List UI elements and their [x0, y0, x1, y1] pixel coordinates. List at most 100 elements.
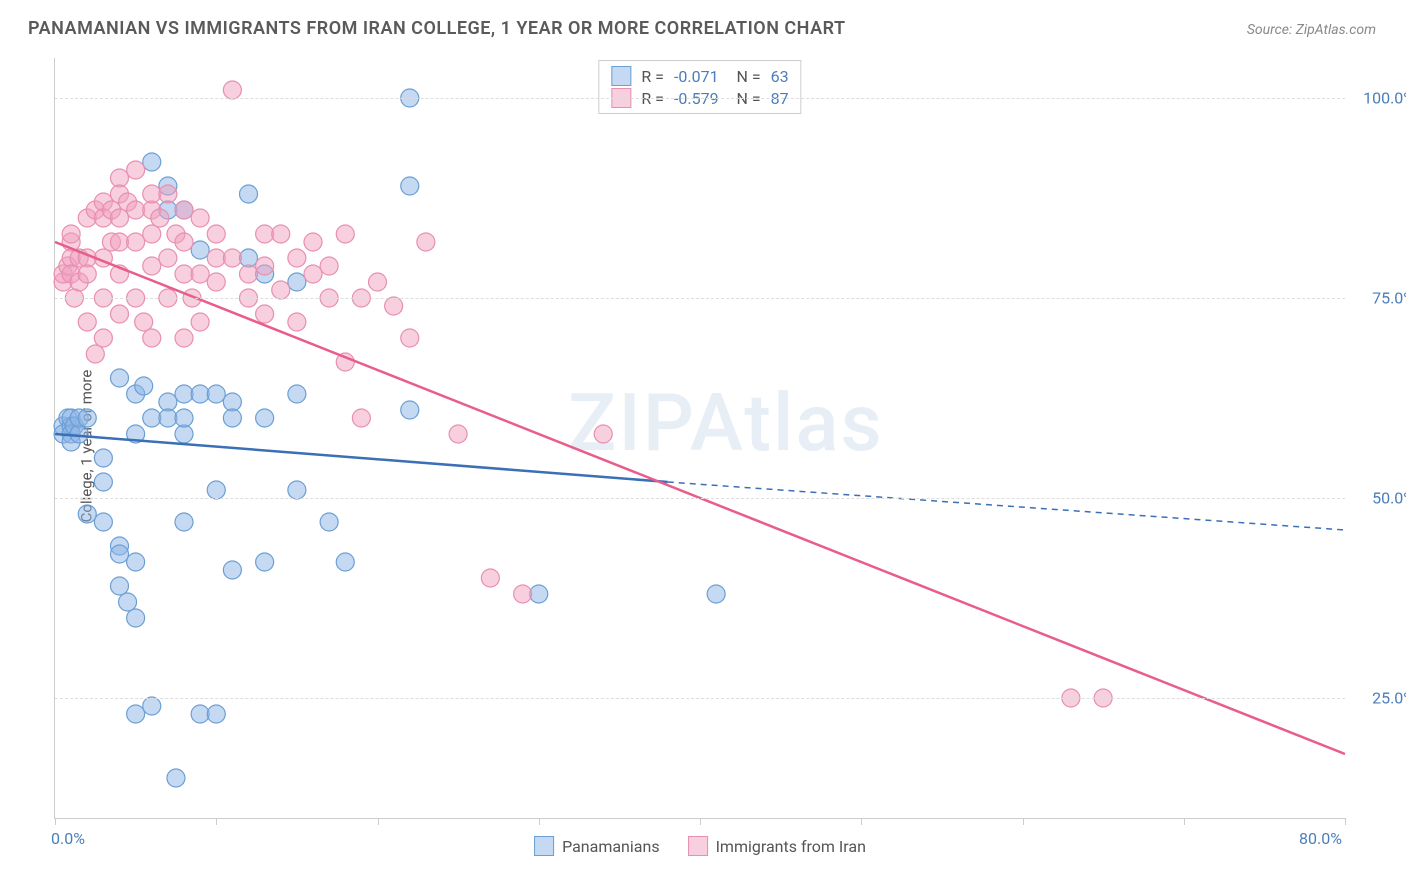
data-point: [78, 265, 96, 283]
legend-item-panamanians: Panamanians: [534, 836, 660, 856]
data-point: [288, 481, 306, 499]
data-point: [175, 513, 193, 531]
data-point: [127, 201, 145, 219]
data-point: [111, 305, 129, 323]
data-point: [256, 409, 274, 427]
data-point: [207, 705, 225, 723]
legend-square-b1: [534, 836, 554, 856]
data-point: [385, 297, 403, 315]
data-point: [352, 409, 370, 427]
data-point: [159, 249, 177, 267]
data-point: [135, 313, 153, 331]
data-point: [127, 233, 145, 251]
data-point: [159, 185, 177, 203]
data-point: [256, 553, 274, 571]
data-point: [111, 169, 129, 187]
data-point: [401, 401, 419, 419]
data-point: [514, 585, 532, 603]
data-point: [127, 705, 145, 723]
legend-n-label-1: N =: [729, 67, 761, 86]
data-point: [223, 409, 241, 427]
data-point: [288, 385, 306, 403]
legend-correlation: R = -0.071 N = 63 R = -0.579 N = 87: [598, 60, 801, 114]
data-point: [127, 609, 145, 627]
data-point: [223, 249, 241, 267]
x-tick-label: 80.0%: [1299, 829, 1342, 848]
data-point: [175, 329, 193, 347]
data-point: [481, 569, 499, 587]
data-point: [223, 393, 241, 411]
data-point: [94, 513, 112, 531]
data-point: [175, 425, 193, 443]
data-point: [707, 585, 725, 603]
data-point: [151, 209, 169, 227]
chart-container: PANAMANIAN VS IMMIGRANTS FROM IRAN COLLE…: [0, 0, 1406, 892]
data-point: [191, 241, 209, 259]
data-point: [135, 377, 153, 395]
data-point: [594, 425, 612, 443]
data-point: [256, 225, 274, 243]
data-point: [127, 553, 145, 571]
data-point: [78, 313, 96, 331]
data-point: [207, 273, 225, 291]
x-tick: [378, 818, 379, 825]
data-point: [111, 369, 129, 387]
data-point: [320, 513, 338, 531]
x-tick: [861, 818, 862, 825]
x-tick: [55, 818, 56, 825]
data-point: [240, 185, 258, 203]
legend-r-value-1: -0.071: [674, 67, 719, 86]
gridline-h: [55, 498, 1345, 499]
data-point: [223, 561, 241, 579]
data-point: [70, 425, 88, 443]
legend-square-b2: [688, 836, 708, 856]
data-point: [191, 265, 209, 283]
data-point: [111, 577, 129, 595]
data-point: [320, 257, 338, 275]
gridline-h: [55, 98, 1345, 99]
y-tick-label: 25.0%: [1372, 689, 1406, 708]
source-label: Source: ZipAtlas.com: [1247, 22, 1376, 38]
data-point: [191, 705, 209, 723]
data-point: [207, 249, 225, 267]
data-point: [288, 273, 306, 291]
data-point: [401, 329, 419, 347]
data-point: [401, 177, 419, 195]
data-point: [143, 257, 161, 275]
legend-series: Panamanians Immigrants from Iran: [534, 836, 866, 856]
data-point: [94, 329, 112, 347]
data-point: [256, 305, 274, 323]
data-point: [127, 161, 145, 179]
data-point: [288, 313, 306, 331]
data-point: [417, 233, 435, 251]
data-point: [111, 545, 129, 563]
legend-row-1: R = -0.071 N = 63: [607, 65, 792, 87]
data-point: [175, 385, 193, 403]
data-point: [223, 81, 241, 99]
data-point: [143, 409, 161, 427]
data-point: [143, 329, 161, 347]
legend-item-iran: Immigrants from Iran: [688, 836, 866, 856]
data-point: [143, 697, 161, 715]
chart-title: PANAMANIAN VS IMMIGRANTS FROM IRAN COLLE…: [28, 18, 846, 39]
legend-label-iran: Immigrants from Iran: [716, 837, 866, 856]
y-tick-label: 100.0%: [1363, 89, 1406, 108]
data-point: [530, 585, 548, 603]
legend-r-label-1: R =: [641, 67, 664, 86]
data-point: [207, 225, 225, 243]
data-point: [78, 409, 96, 427]
x-tick-label: 0.0%: [51, 829, 85, 848]
legend-square-panamanians: [611, 66, 631, 86]
data-point: [240, 265, 258, 283]
data-point: [143, 185, 161, 203]
data-point: [304, 265, 322, 283]
data-point: [207, 385, 225, 403]
gridline-h: [55, 698, 1345, 699]
x-tick: [539, 818, 540, 825]
data-point: [167, 769, 185, 787]
legend-label-panamanians: Panamanians: [562, 837, 660, 856]
data-point: [272, 281, 290, 299]
legend-n-value-1: 63: [771, 67, 789, 86]
data-point: [449, 425, 467, 443]
data-point: [119, 593, 137, 611]
